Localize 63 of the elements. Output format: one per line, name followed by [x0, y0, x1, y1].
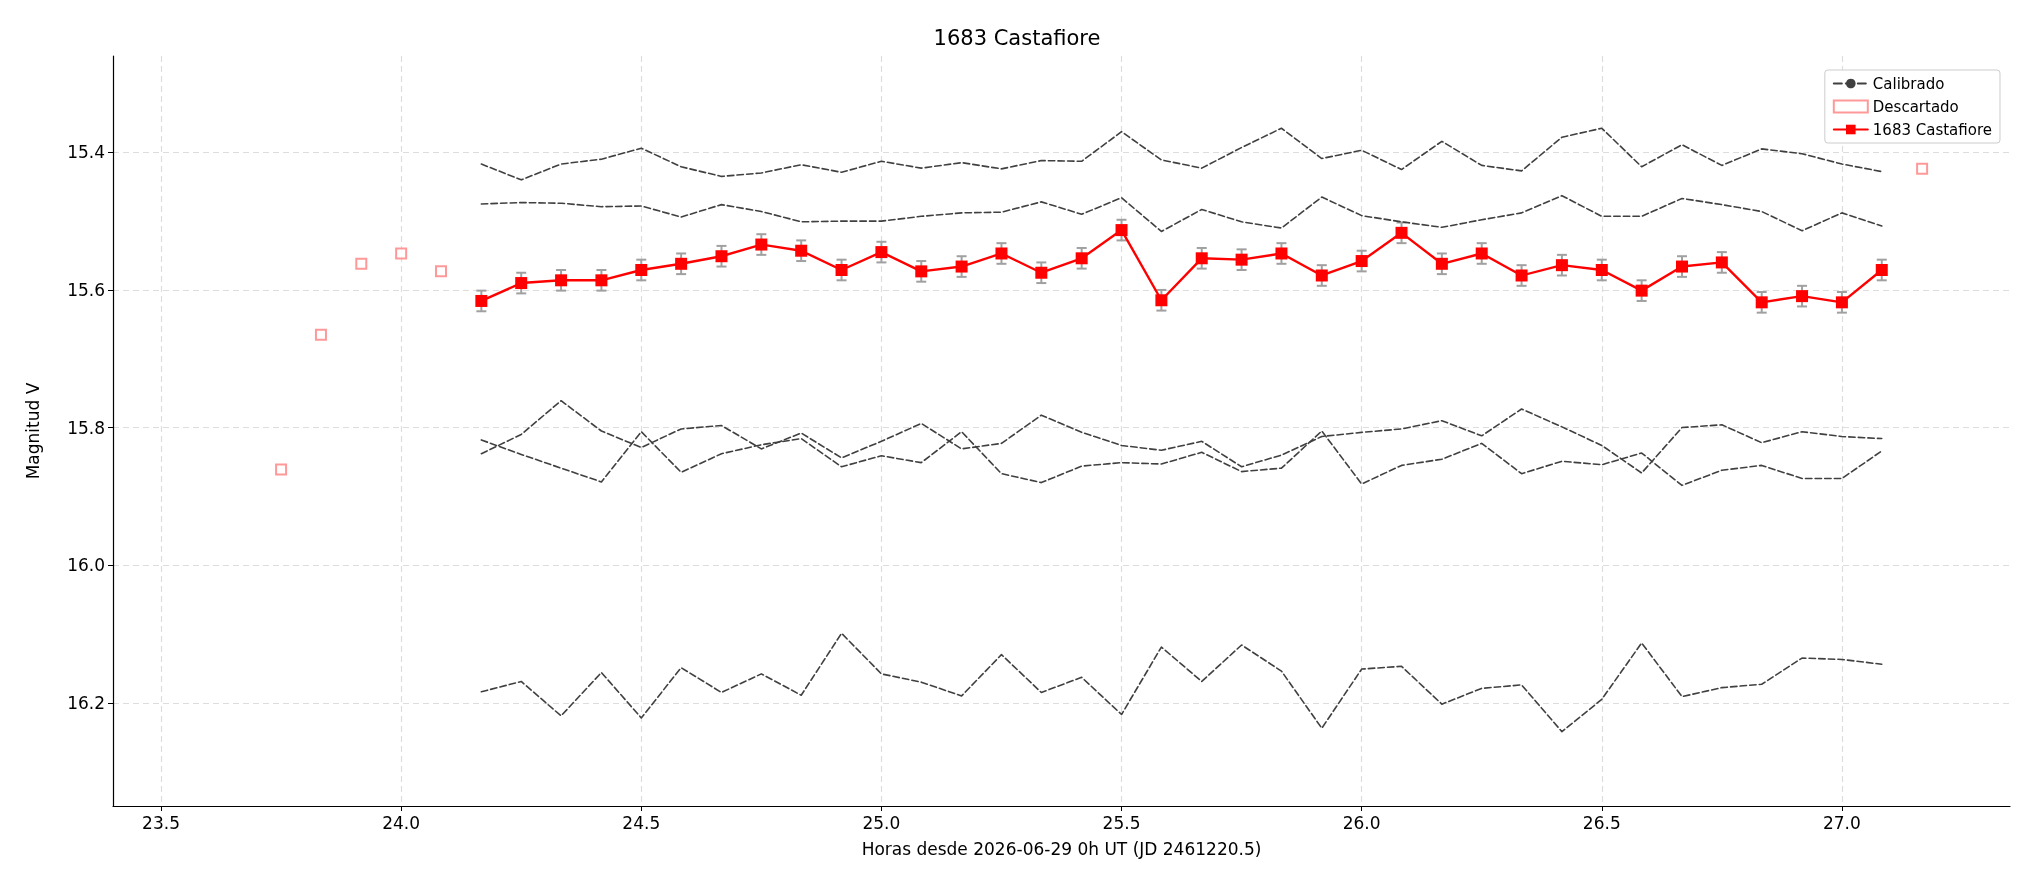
point — [1796, 290, 1809, 303]
point — [1075, 252, 1088, 265]
point — [1515, 269, 1528, 282]
x-tick-label: 23.5 — [142, 812, 180, 833]
x-tick-label: 24.5 — [622, 812, 661, 833]
point — [1875, 263, 1888, 276]
point — [475, 294, 488, 307]
point — [915, 265, 928, 278]
legend-label: Descartado — [1872, 97, 1959, 116]
line-series — [480, 632, 1883, 733]
point — [1595, 263, 1608, 276]
point — [635, 263, 648, 276]
point — [1675, 260, 1688, 273]
point — [995, 247, 1008, 260]
point — [435, 265, 448, 278]
legend-label: 1683 Castafiore — [1872, 120, 1992, 139]
point — [1195, 252, 1208, 265]
point — [675, 257, 688, 270]
x-tick-label: 25.0 — [862, 812, 901, 833]
point — [515, 277, 528, 290]
point — [875, 246, 888, 259]
point — [1435, 257, 1448, 270]
point — [795, 244, 808, 257]
point — [355, 257, 368, 270]
x-tick-label: 27.0 — [1822, 812, 1861, 833]
point — [835, 263, 848, 276]
point — [1355, 255, 1368, 268]
point — [595, 274, 608, 287]
y-tick-label: 16.2 — [67, 692, 105, 713]
point — [1395, 226, 1408, 239]
point — [1275, 247, 1288, 260]
point — [1035, 266, 1048, 279]
point — [314, 328, 327, 341]
point — [1715, 256, 1728, 269]
point — [1916, 162, 1929, 175]
y-axis-title: Magnitud V — [22, 382, 43, 480]
y-tick-label: 15.6 — [67, 279, 105, 300]
point — [555, 274, 568, 287]
point — [1235, 253, 1248, 266]
x-tick-label: 24.0 — [382, 812, 421, 833]
chart-title: 1683 Castafiore — [933, 25, 1101, 50]
point — [715, 250, 728, 263]
point — [955, 260, 968, 273]
point — [1475, 247, 1488, 260]
point — [1755, 296, 1768, 309]
line-series — [480, 194, 1883, 233]
x-tick-label: 26.5 — [1582, 812, 1621, 833]
point — [755, 238, 768, 251]
y-tick-label: 16.0 — [67, 555, 105, 576]
point — [1315, 269, 1328, 282]
point — [1635, 284, 1648, 297]
x-tick-label: 26.0 — [1342, 812, 1381, 833]
point — [275, 463, 288, 476]
point — [1155, 294, 1168, 307]
point — [1835, 296, 1848, 309]
point — [395, 247, 408, 260]
legend-label: Calibrado — [1872, 74, 1945, 93]
y-tick-label: 15.4 — [67, 142, 105, 163]
y-tick-label: 15.8 — [67, 417, 105, 438]
x-axis-title: Horas desde 2026-06-29 0h UT (JD 2461220.5) — [861, 838, 1262, 859]
x-tick-label: 25.5 — [1102, 812, 1141, 833]
point — [1115, 224, 1128, 237]
point — [1555, 259, 1568, 272]
